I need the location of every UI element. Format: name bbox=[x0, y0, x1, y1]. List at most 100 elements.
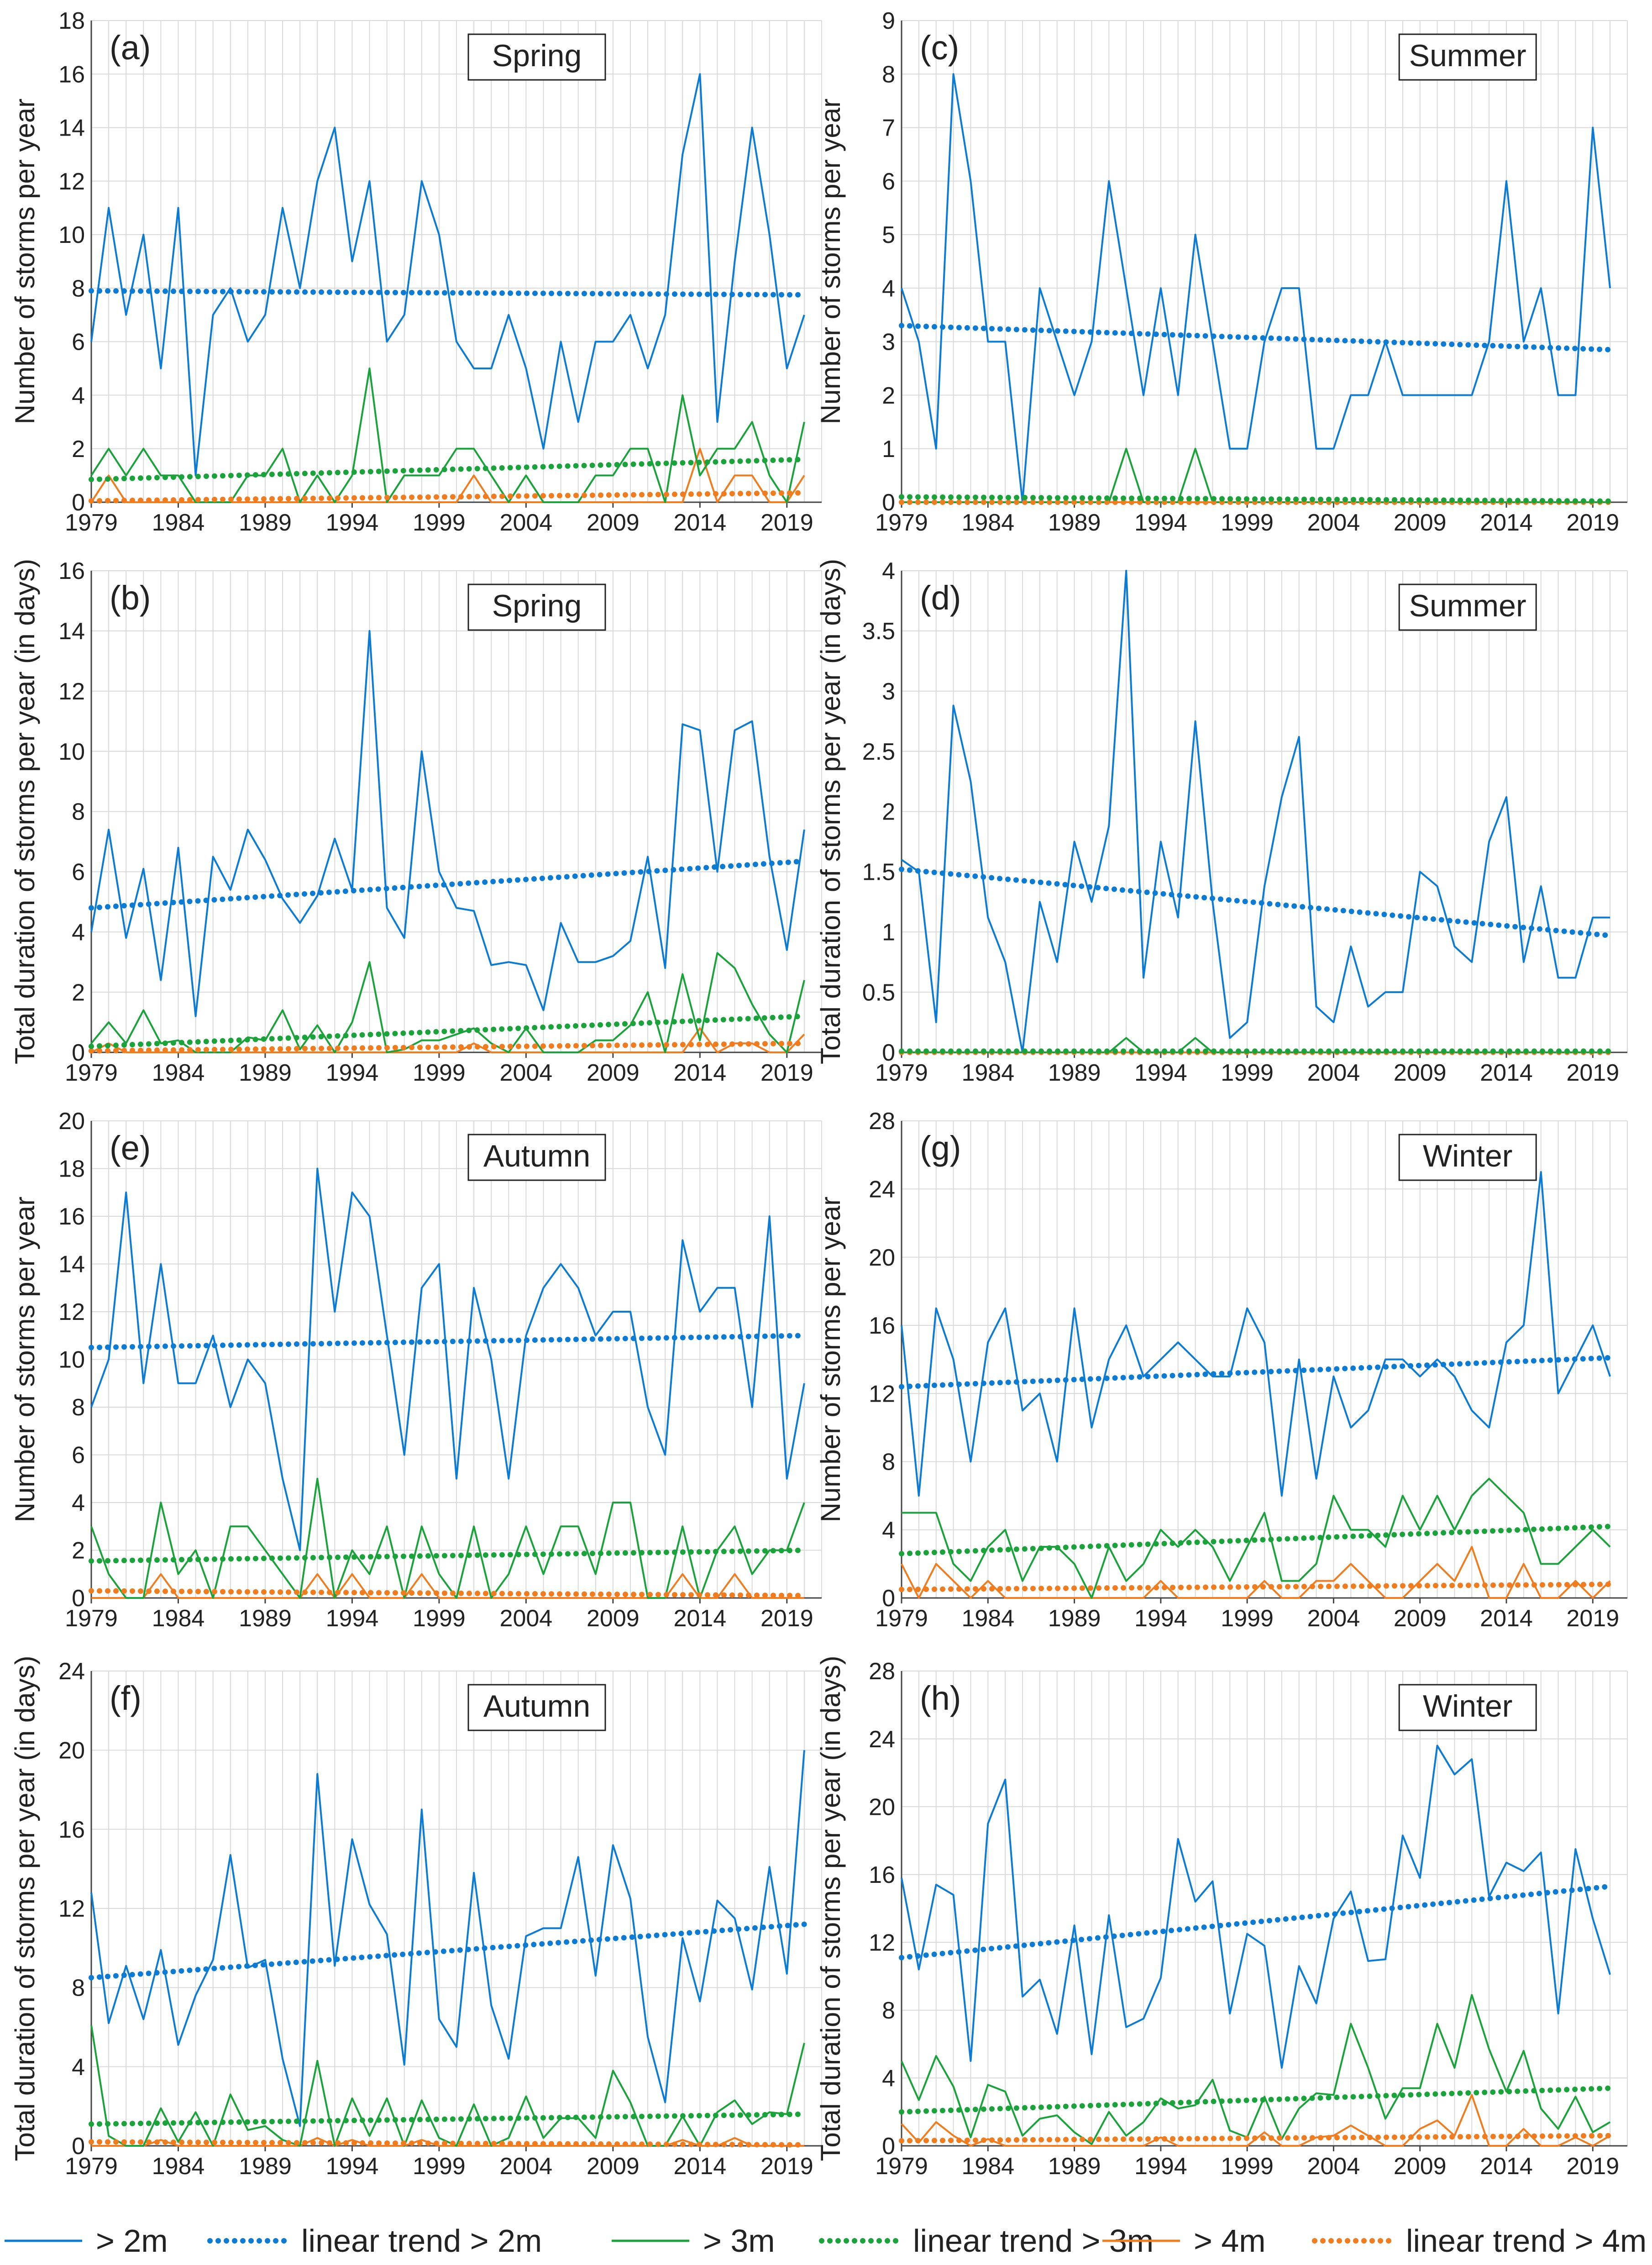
y-tick-label: 14 bbox=[58, 115, 85, 142]
y-tick-label: 0 bbox=[882, 489, 895, 516]
x-tick-label: 1994 bbox=[1134, 510, 1187, 536]
x-tick-label: 2004 bbox=[1307, 2153, 1360, 2180]
x-tick-label: 1999 bbox=[413, 510, 466, 536]
y-tick-label: 12 bbox=[58, 1299, 85, 1325]
y-tick-label: 10 bbox=[58, 222, 85, 248]
y-tick-label: 4 bbox=[72, 1490, 85, 1516]
x-tick-label: 1994 bbox=[1134, 1060, 1187, 1086]
y-tick-label: 16 bbox=[58, 558, 85, 584]
y-tick-label: 16 bbox=[869, 1862, 895, 1888]
y-tick-label: 12 bbox=[869, 1929, 895, 1956]
y-tick-label: 7 bbox=[882, 115, 895, 142]
y-axis-label: Total duration of storms per year (in da… bbox=[815, 559, 846, 1064]
y-tick-label: 3.5 bbox=[862, 618, 895, 645]
x-tick-label: 2009 bbox=[1394, 510, 1447, 536]
x-tick-label: 2019 bbox=[1566, 1060, 1619, 1086]
x-tick-label: 1989 bbox=[1048, 2153, 1101, 2180]
series-line-s2 bbox=[901, 1745, 1611, 2069]
panel-h: 0 4 8 12 16 20 24 28 1979 1984 1989 1994 1999 2004 200… bbox=[815, 1655, 1628, 2180]
season-title: Winter bbox=[1423, 1689, 1512, 1724]
x-tick-label: 1984 bbox=[961, 1060, 1014, 1086]
panel-label: (g) bbox=[920, 1129, 961, 1167]
x-tick-label: 1989 bbox=[1048, 1605, 1101, 1632]
series-line-s3 bbox=[902, 1477, 1611, 1599]
panel-b: 0 2 4 6 8 10 12 14 16 1979 1984 1989 1994 1999 2004 200… bbox=[10, 558, 822, 1086]
legend-label: > 3m bbox=[703, 2223, 775, 2259]
y-tick-label: 8 bbox=[72, 1975, 85, 2002]
x-tick-label: 1984 bbox=[152, 2153, 205, 2180]
x-tick-label: 1994 bbox=[1134, 1605, 1187, 1632]
y-tick-label: 28 bbox=[869, 1658, 895, 1685]
y-tick-label: 24 bbox=[58, 1658, 85, 1685]
x-tick-label: 1979 bbox=[875, 510, 928, 536]
legend-label: > 2m bbox=[96, 2223, 168, 2259]
legend: > 2m linear trend > 2m > 3m linear trend > … bbox=[5, 2223, 1647, 2259]
y-tick-label: 8 bbox=[72, 1394, 85, 1421]
x-tick-label: 1989 bbox=[1048, 510, 1101, 536]
x-tick-label: 1994 bbox=[326, 2153, 379, 2180]
panel-c: 0 1 2 3 4 5 6 7 8 9 1979 1984 1989 1994 1999 2004 2009 20… bbox=[815, 8, 1628, 536]
series-line-s2 bbox=[90, 1167, 805, 1551]
y-axis-label: Total duration of storms per year (in da… bbox=[10, 1655, 40, 2161]
x-tick-label: 2004 bbox=[1307, 1060, 1360, 1086]
panel-label: (d) bbox=[920, 579, 961, 617]
y-tick-label: 0 bbox=[882, 2133, 895, 2160]
series-line-s2 bbox=[90, 630, 805, 1017]
season-box bbox=[467, 1684, 606, 1731]
x-tick-label: 1989 bbox=[239, 2153, 292, 2180]
trend-line-s3 bbox=[899, 494, 1613, 504]
x-tick-label: 2019 bbox=[760, 2153, 813, 2180]
y-tick-label: 28 bbox=[869, 1108, 895, 1135]
x-tick-label: 1994 bbox=[326, 1060, 379, 1086]
series-line-s2 bbox=[90, 1750, 805, 2127]
x-tick-label: 2009 bbox=[587, 2153, 640, 2180]
trend-line-s2 bbox=[89, 858, 807, 911]
legend-item: > 3m bbox=[612, 2223, 775, 2259]
x-tick-label: 1989 bbox=[239, 510, 292, 536]
season-box bbox=[467, 33, 606, 81]
x-tick-label: 1994 bbox=[1134, 2153, 1187, 2180]
season-box bbox=[1398, 1684, 1537, 1731]
y-tick-label: 3 bbox=[882, 678, 895, 705]
y-tick-label: 4 bbox=[72, 383, 85, 409]
trend-line-s3 bbox=[89, 1547, 807, 1564]
x-tick-label: 1979 bbox=[875, 1605, 928, 1632]
trend-line-s2 bbox=[89, 1333, 807, 1351]
x-tick-label: 2014 bbox=[1480, 1605, 1533, 1632]
y-tick-label: 2 bbox=[882, 383, 895, 409]
y-tick-label: 2 bbox=[72, 1538, 85, 1564]
panel-label: (c) bbox=[920, 29, 959, 67]
y-tick-label: 10 bbox=[58, 739, 85, 765]
trend-line-s2 bbox=[899, 1883, 1613, 1960]
y-tick-label: 2 bbox=[72, 979, 85, 1006]
series-line-s2 bbox=[901, 1171, 1611, 1497]
y-tick-label: 16 bbox=[58, 1817, 85, 1843]
x-tick-label: 1989 bbox=[239, 1060, 292, 1086]
legend-item: > 4m bbox=[1102, 2223, 1266, 2259]
trend-line-s4 bbox=[89, 1588, 807, 1598]
x-tick-label: 1989 bbox=[239, 1605, 292, 1632]
x-tick-label: 1984 bbox=[961, 2153, 1014, 2180]
season-title: Spring bbox=[492, 38, 582, 73]
y-tick-label: 20 bbox=[58, 1738, 85, 1764]
y-tick-label: 4 bbox=[72, 2054, 85, 2081]
panel-e: 0 2 4 6 8 10 12 14 16 18 20 1979 1984 1989 1994 1999 200… bbox=[10, 1108, 822, 1632]
trend-line-s2 bbox=[89, 1921, 807, 1981]
y-tick-label: 4 bbox=[72, 919, 85, 946]
y-tick-label: 12 bbox=[58, 168, 85, 195]
legend-label: linear trend > 2m bbox=[301, 2223, 542, 2259]
x-tick-label: 2009 bbox=[587, 1605, 640, 1632]
y-tick-label: 16 bbox=[58, 61, 85, 88]
x-tick-label: 2014 bbox=[1480, 510, 1533, 536]
x-tick-label: 2019 bbox=[1566, 510, 1619, 536]
y-tick-label: 0 bbox=[882, 1040, 895, 1066]
x-tick-label: 2004 bbox=[1307, 1605, 1360, 1632]
y-tick-label: 0 bbox=[72, 2133, 85, 2160]
y-tick-label: 0 bbox=[72, 1585, 85, 1612]
season-box bbox=[1398, 1134, 1537, 1181]
series-line-s2 bbox=[901, 73, 1611, 503]
panel-label: (f) bbox=[110, 1679, 142, 1717]
x-tick-label: 1979 bbox=[65, 510, 118, 536]
y-tick-label: 4 bbox=[882, 558, 895, 584]
